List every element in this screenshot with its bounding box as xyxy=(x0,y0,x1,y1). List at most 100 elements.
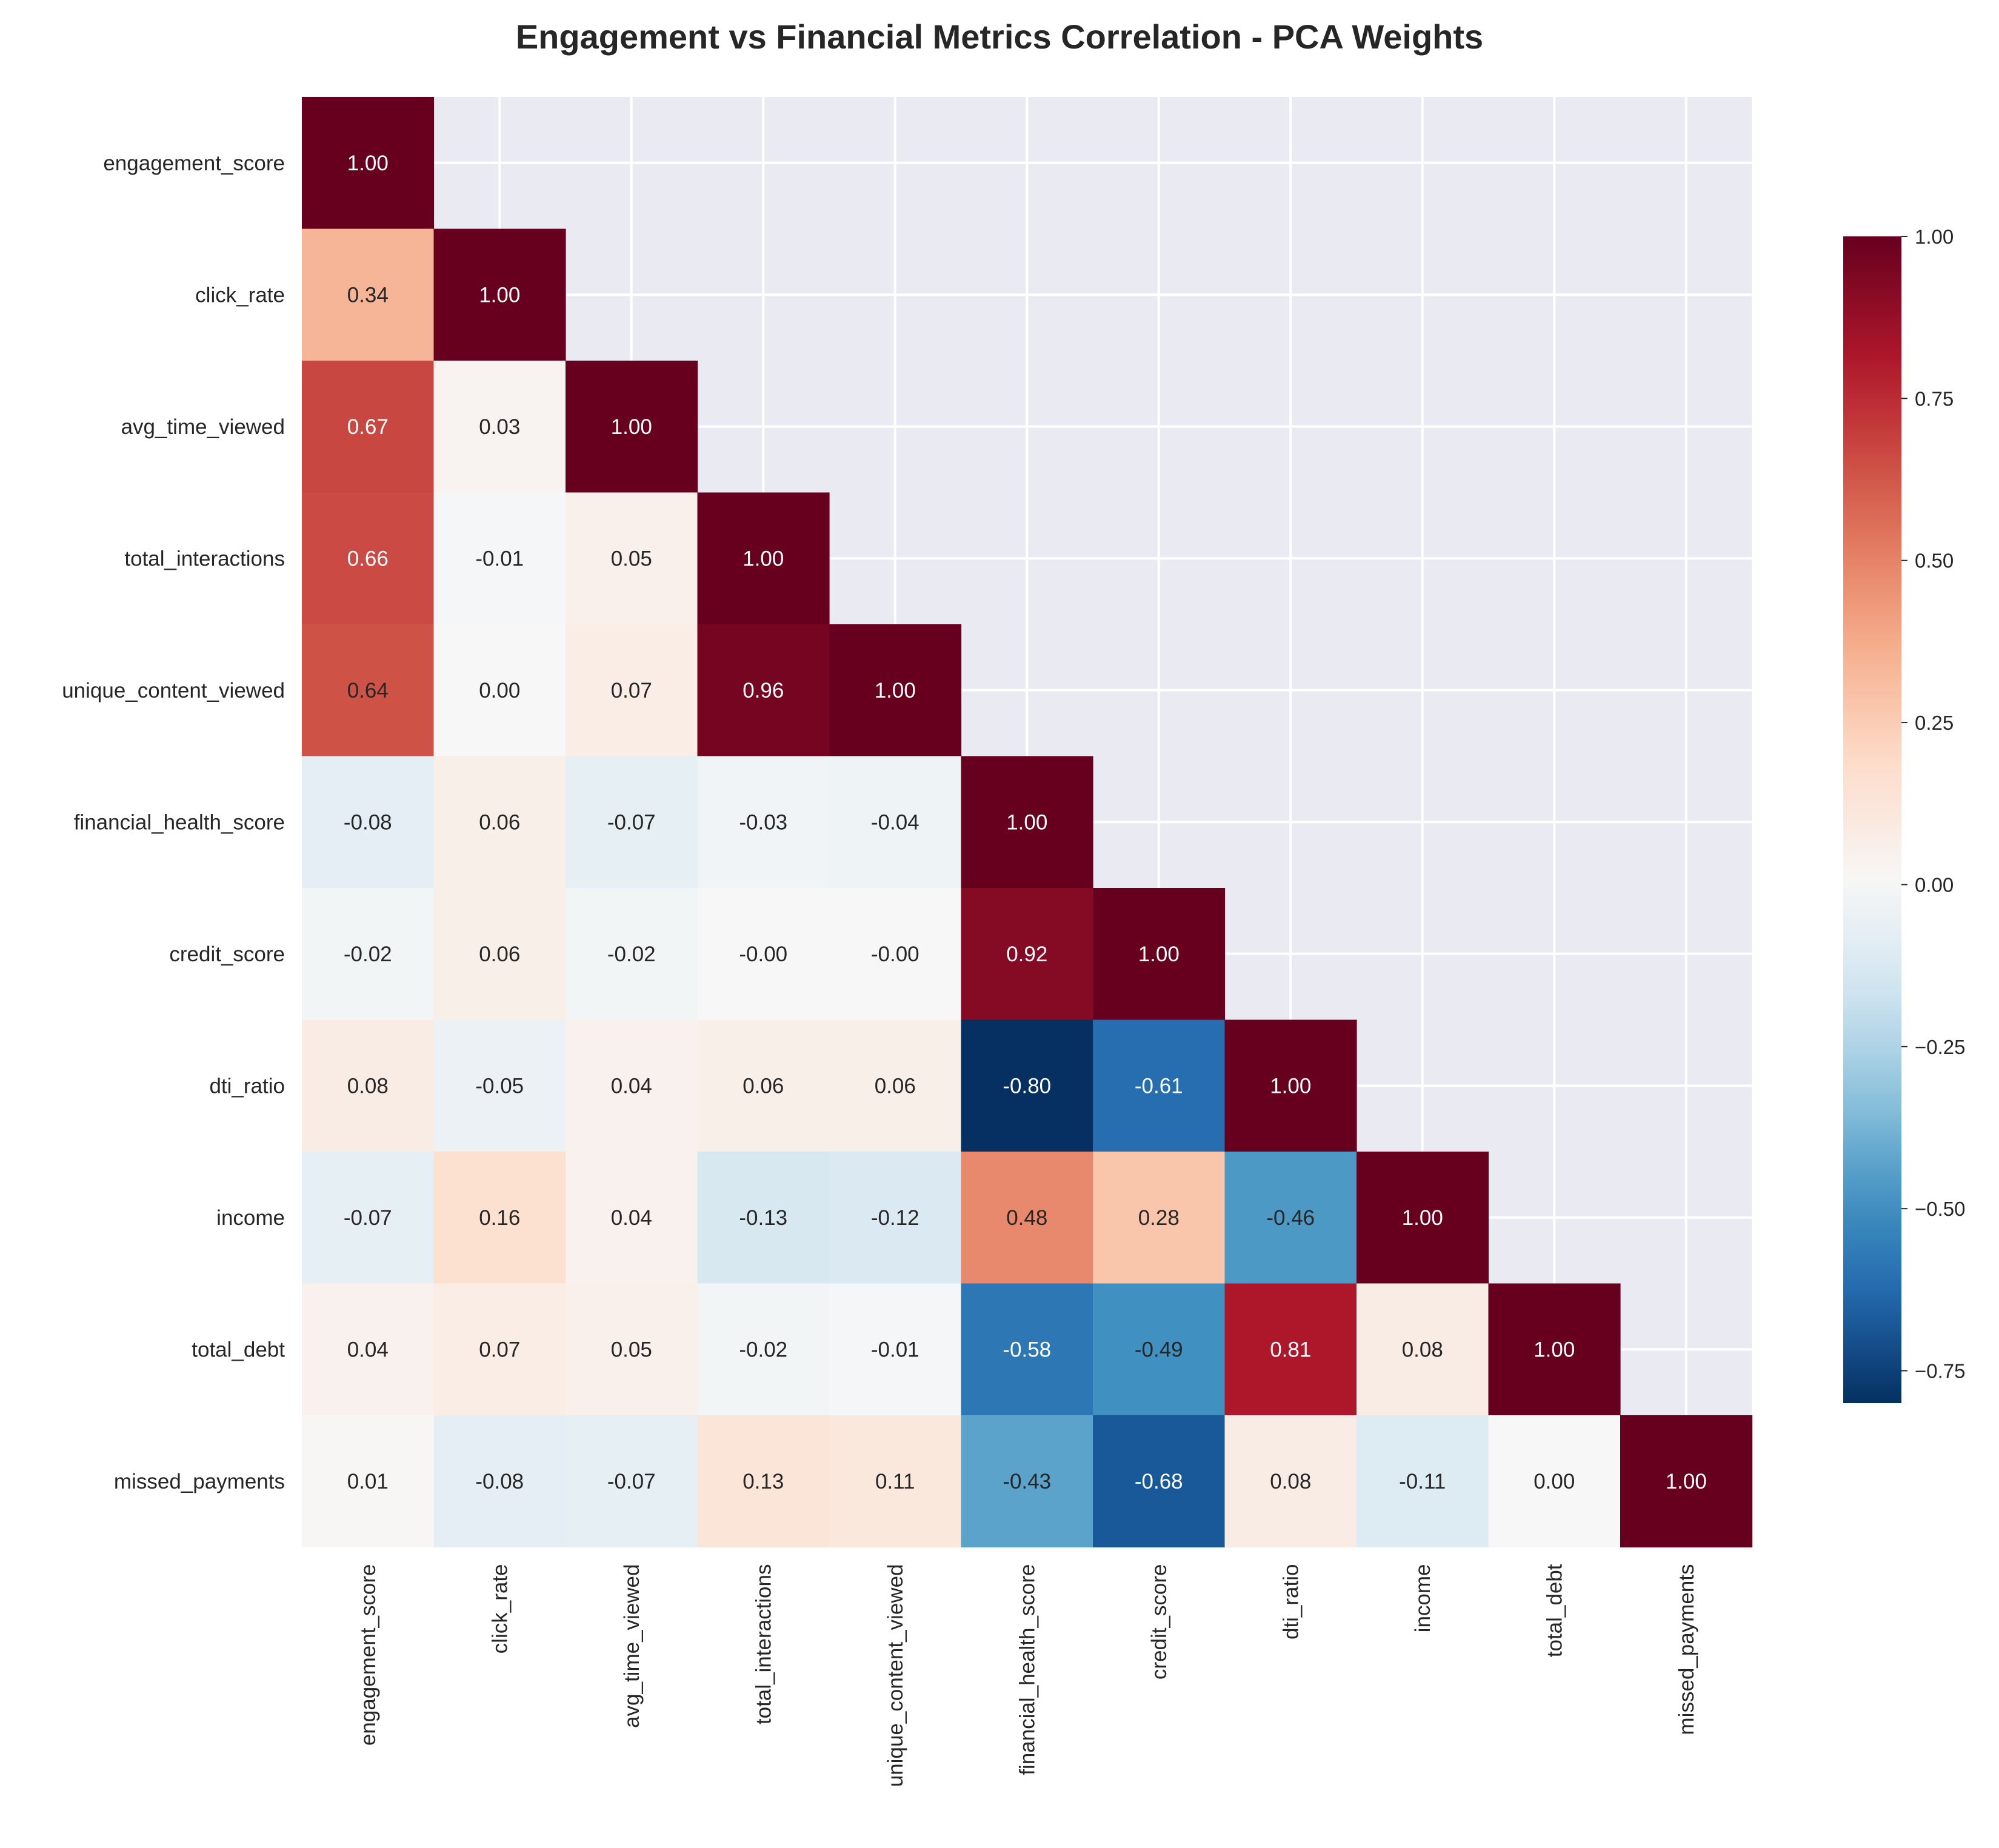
cell-value-label: 1.00 xyxy=(1666,1470,1707,1493)
heatmap-cell xyxy=(1488,1283,1621,1416)
cell-value-label: 0.04 xyxy=(611,1074,652,1098)
heatmap-cell xyxy=(302,228,435,361)
cell-value-label: -0.04 xyxy=(871,810,919,834)
cell-value-label: 1.00 xyxy=(1402,1206,1443,1230)
heatmap-cell xyxy=(697,888,830,1021)
heatmap-cell xyxy=(302,1152,435,1284)
cell-value-label: 0.67 xyxy=(347,415,389,439)
heatmap-cell xyxy=(697,1019,830,1152)
row-labels: engagement_score click_rate avg_time_viewe… xyxy=(62,152,285,1493)
cell-value-label: 0.01 xyxy=(347,1470,389,1493)
cell-value-label: 0.08 xyxy=(1402,1338,1443,1361)
heatmap-cell xyxy=(433,361,566,493)
heatmap-cell xyxy=(1093,1283,1226,1416)
cell-value-label: -0.05 xyxy=(475,1074,524,1098)
cell-value-label: -0.01 xyxy=(475,547,524,570)
cell-value-label: -0.11 xyxy=(1399,1470,1446,1493)
cell-value-label: -0.02 xyxy=(344,942,392,966)
cell-value-label: 0.05 xyxy=(611,1338,652,1361)
column-label: click_rate xyxy=(488,1564,512,1654)
cell-value-label: 1.00 xyxy=(347,152,389,175)
heatmap-cell xyxy=(829,1152,962,1284)
column-labels: engagement_score click_rate avg_time_viewe… xyxy=(356,1564,1698,1787)
heatmap-cell xyxy=(433,624,566,757)
colorbar: 1.00 0.75 0.50 0.25 0.00 −0.25 −0.50 −0.75 xyxy=(1843,225,1966,1403)
heatmap-cell xyxy=(433,1019,566,1152)
heatmap-cell xyxy=(1357,1415,1489,1548)
row-label: total_debt xyxy=(192,1338,285,1361)
heatmap-cell xyxy=(961,756,1093,889)
heatmap-cell xyxy=(961,1019,1093,1152)
heatmap-cell xyxy=(1620,1415,1753,1548)
cell-value-label: -0.07 xyxy=(344,1206,392,1230)
cell-value-label: 0.11 xyxy=(875,1470,915,1493)
cell-value-label: 1.00 xyxy=(611,415,652,439)
cell-value-label: 0.00 xyxy=(479,679,520,702)
column-label: avg_time_viewed xyxy=(620,1564,644,1728)
heatmap-cell xyxy=(433,1283,566,1416)
column-label: credit_score xyxy=(1147,1564,1171,1680)
cell-value-label: 0.06 xyxy=(479,942,520,966)
cell-value-label: -0.46 xyxy=(1266,1206,1315,1230)
heatmap-cell xyxy=(302,492,435,625)
heatmap-cell xyxy=(433,492,566,625)
heatmap-cell xyxy=(697,756,830,889)
column-label: dti_ratio xyxy=(1279,1564,1303,1640)
cell-value-label: 0.03 xyxy=(479,415,520,439)
colorbar-tick-label: −0.75 xyxy=(1915,1360,1966,1383)
heatmap-cell xyxy=(1224,1019,1357,1152)
row-label: missed_payments xyxy=(114,1470,285,1493)
cell-value-label: 0.81 xyxy=(1270,1338,1311,1361)
heatmap-cell xyxy=(302,624,435,757)
cell-value-label: 0.06 xyxy=(479,810,520,834)
colorbar-tick-label: 1.00 xyxy=(1915,225,1954,248)
cell-value-label: 1.00 xyxy=(1138,942,1180,966)
column-label: total_interactions xyxy=(752,1564,775,1725)
column-label: unique_content_viewed xyxy=(884,1564,907,1787)
column-label: total_debt xyxy=(1543,1564,1566,1657)
heatmap-cell xyxy=(1224,1283,1357,1416)
heatmap-cell xyxy=(433,888,566,1021)
heatmap-cell xyxy=(566,1152,698,1284)
column-label: financial_health_score xyxy=(1015,1564,1039,1775)
row-label: financial_health_score xyxy=(74,810,285,834)
heatmap-cell xyxy=(433,1152,566,1284)
heatmap-cell xyxy=(566,624,698,757)
cell-value-label: 0.13 xyxy=(743,1470,784,1493)
heatmap-cell xyxy=(961,1415,1093,1548)
colorbar-gradient xyxy=(1843,236,1901,1403)
cell-value-label: 0.96 xyxy=(743,679,784,702)
cell-value-label: 0.07 xyxy=(611,679,652,702)
heatmap-cell xyxy=(829,1415,962,1548)
heatmap-cell xyxy=(829,888,962,1021)
cell-value-label: -0.00 xyxy=(871,942,919,966)
cell-value-label: 0.16 xyxy=(479,1206,520,1230)
row-label: dti_ratio xyxy=(209,1074,285,1098)
row-label: income xyxy=(216,1206,285,1230)
colorbar-tick-label: 0.50 xyxy=(1915,550,1954,572)
cell-value-label: 0.08 xyxy=(1270,1470,1311,1493)
column-label: missed_payments xyxy=(1675,1564,1698,1735)
cell-value-label: 0.04 xyxy=(347,1338,389,1361)
heatmap-cell xyxy=(1093,1415,1226,1548)
heatmap-cell xyxy=(1357,1283,1489,1416)
heatmap-cell xyxy=(1093,1152,1226,1284)
cell-value-label: -0.00 xyxy=(739,942,787,966)
cell-value-label: 0.92 xyxy=(1006,942,1047,966)
heatmap-cell xyxy=(566,492,698,625)
cell-value-label: 0.08 xyxy=(347,1074,389,1098)
heatmap-cell xyxy=(302,756,435,889)
heatmap-cell xyxy=(697,492,830,625)
heatmap-cell xyxy=(566,756,698,889)
row-label: avg_time_viewed xyxy=(121,415,285,439)
cell-value-label: 1.00 xyxy=(875,679,916,702)
heatmap-cell xyxy=(961,1283,1093,1416)
cell-value-label: 0.00 xyxy=(1533,1470,1575,1493)
cell-value-label: -0.01 xyxy=(871,1338,919,1361)
heatmap-cell xyxy=(829,624,962,757)
cell-value-label: -0.61 xyxy=(1135,1074,1183,1098)
column-label: engagement_score xyxy=(356,1564,380,1746)
heatmap-cell xyxy=(302,1415,435,1548)
row-label: engagement_score xyxy=(103,152,285,175)
heatmap-cell xyxy=(1093,1019,1226,1152)
